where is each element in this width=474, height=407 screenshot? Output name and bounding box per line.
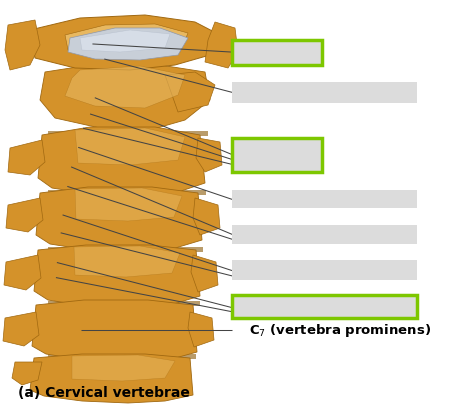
Polygon shape (30, 354, 193, 403)
Polygon shape (48, 247, 203, 252)
Bar (232, 82, 417, 103)
Text: C$_7$ (vertebra prominens): C$_7$ (vertebra prominens) (249, 322, 431, 339)
Polygon shape (4, 255, 41, 290)
Polygon shape (30, 15, 220, 70)
Text: (a) Cervical vertebrae: (a) Cervical vertebrae (18, 386, 190, 400)
Polygon shape (75, 128, 185, 165)
Polygon shape (196, 138, 222, 172)
Polygon shape (12, 362, 42, 385)
Polygon shape (188, 312, 214, 347)
Polygon shape (34, 245, 200, 308)
Polygon shape (68, 28, 188, 60)
Polygon shape (75, 188, 182, 221)
Polygon shape (48, 131, 208, 136)
Polygon shape (8, 140, 45, 175)
Polygon shape (72, 355, 175, 381)
Polygon shape (36, 187, 202, 252)
Polygon shape (5, 20, 40, 70)
Polygon shape (48, 354, 196, 359)
Polygon shape (165, 72, 215, 112)
Polygon shape (191, 255, 218, 292)
Polygon shape (74, 246, 180, 277)
Polygon shape (6, 198, 43, 232)
Polygon shape (80, 30, 170, 52)
Bar (232, 225, 417, 244)
Polygon shape (65, 24, 188, 58)
Bar (232, 190, 417, 208)
Bar (232, 40, 322, 65)
Polygon shape (32, 300, 197, 362)
Polygon shape (48, 301, 200, 306)
Bar (232, 295, 417, 318)
Polygon shape (65, 66, 185, 108)
Polygon shape (205, 22, 238, 68)
Bar (232, 138, 322, 172)
Bar (232, 260, 417, 280)
Polygon shape (40, 65, 210, 130)
Polygon shape (3, 312, 39, 346)
Polygon shape (38, 127, 205, 196)
Polygon shape (48, 190, 206, 195)
Polygon shape (193, 198, 220, 235)
